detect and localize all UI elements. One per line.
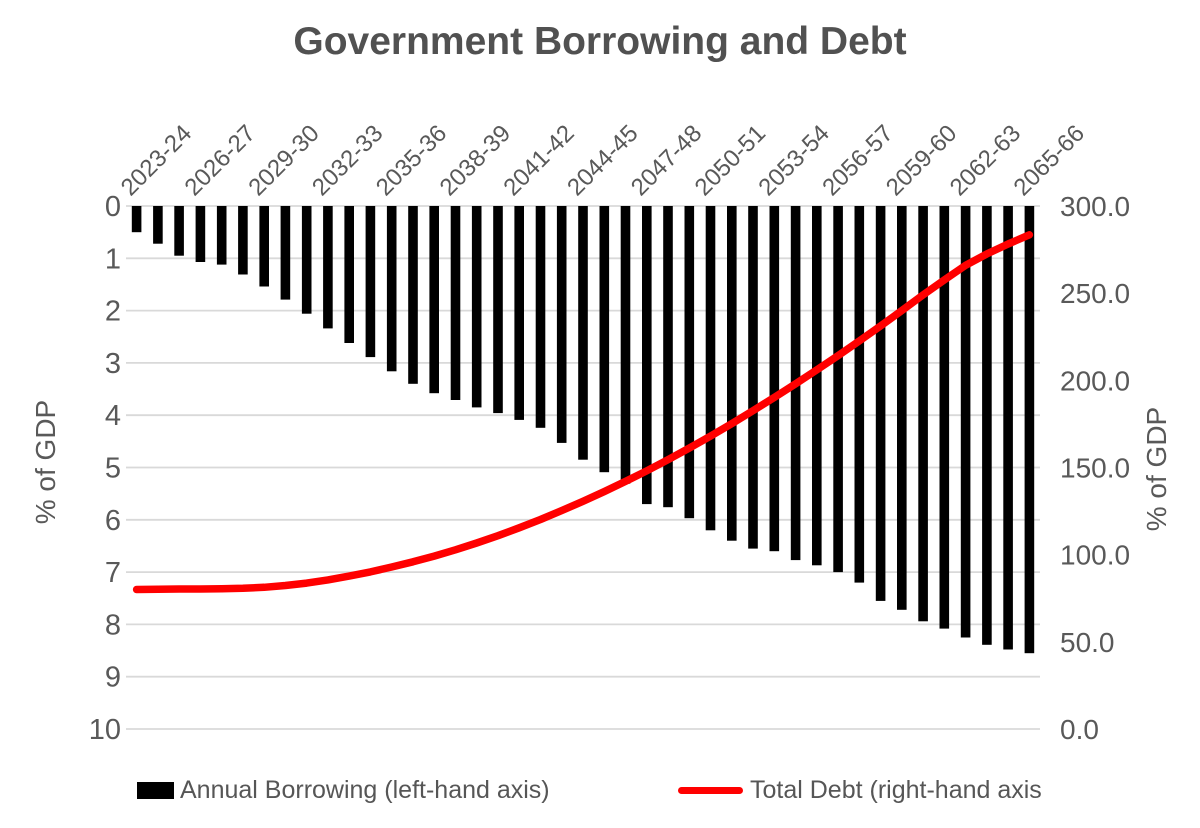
right-axis-tick-label: 300.0 xyxy=(1060,191,1130,222)
x-axis-label-2065-66: 2065-66 xyxy=(1009,120,1090,201)
bar-2034-35 xyxy=(365,206,376,358)
bar-2031-32 xyxy=(301,206,312,314)
bar-2044-45 xyxy=(578,206,588,460)
bar-2025-26 xyxy=(174,206,184,256)
right-axis-tick-label: 200.0 xyxy=(1060,365,1130,396)
left-axis-tick-label: 1 xyxy=(105,243,121,275)
bar-2052-53 xyxy=(748,206,758,549)
bar-2024-25 xyxy=(153,206,163,244)
chart-title: Government Borrowing and Debt xyxy=(293,20,907,63)
bar-2033-34 xyxy=(344,206,354,343)
bar-2064-65 xyxy=(1003,206,1013,650)
bar-2060-61 xyxy=(918,206,928,622)
bar-2037-38 xyxy=(429,206,439,394)
bar-2057-58 xyxy=(854,206,865,583)
bar-2040-41 xyxy=(493,206,503,414)
x-axis-label-2062-63: 2062-63 xyxy=(945,120,1026,201)
red-line-swatch-icon xyxy=(678,786,743,795)
x-axis-label-2032-33: 2032-33 xyxy=(307,120,388,201)
bar-2046-47 xyxy=(620,206,631,484)
right-axis-tick-label: 0.0 xyxy=(1060,714,1099,745)
bar-2049-50 xyxy=(684,206,695,519)
legend-label-total-debt: Total Debt (right-hand axis xyxy=(750,776,1042,804)
bar-2039-40 xyxy=(471,206,482,408)
bar-2041-42 xyxy=(514,206,524,420)
bar-2026-27 xyxy=(195,206,206,262)
x-axis-label-2056-57: 2056-57 xyxy=(817,120,898,201)
legend-item-total-debt: Total Debt (right-hand axis xyxy=(678,776,1042,805)
right-axis-tick-label: 100.0 xyxy=(1060,540,1130,571)
x-axis-label-2026-27: 2026-27 xyxy=(180,120,261,201)
left-axis-title: % of GDP xyxy=(30,399,61,525)
x-axis-label-2047-48: 2047-48 xyxy=(626,120,707,201)
left-axis-tick-label: 9 xyxy=(105,662,121,694)
right-axis-title: % of GDP xyxy=(1141,406,1172,532)
x-axis-label-2044-45: 2044-45 xyxy=(562,120,643,201)
bar-2027-28 xyxy=(216,206,227,265)
bar-2036-37 xyxy=(408,206,418,384)
right-axis-tick-label: 50.0 xyxy=(1060,627,1115,658)
bar-2059-60 xyxy=(897,206,907,610)
bar-2029-30 xyxy=(259,206,269,287)
legend-item-annual-borrowing: Annual Borrowing (left-hand axis) xyxy=(137,776,550,805)
bar-2035-36 xyxy=(386,206,397,372)
left-axis-tick-label: 6 xyxy=(105,505,121,537)
bar-2053-54 xyxy=(769,206,780,552)
bar-2051-52 xyxy=(727,206,737,541)
black-bar-swatch-icon xyxy=(137,782,174,799)
left-axis-tick-label: 7 xyxy=(105,557,121,589)
bar-2038-39 xyxy=(450,206,461,400)
x-axis-label-2041-42: 2041-42 xyxy=(498,120,579,201)
left-axis-tick-label: 2 xyxy=(105,296,121,328)
x-axis-label-2059-60: 2059-60 xyxy=(881,120,962,201)
bar-2032-33 xyxy=(323,206,333,329)
bar-2065-66 xyxy=(1024,206,1035,654)
right-axis-tick-label: 250.0 xyxy=(1060,278,1130,309)
bar-2063-64 xyxy=(982,206,992,645)
bar-2055-56 xyxy=(812,206,822,566)
total-debt-line xyxy=(132,231,1034,594)
left-axis-tick-label: 0 xyxy=(105,191,121,223)
legend-label-annual-borrowing: Annual Borrowing (left-hand axis) xyxy=(180,776,550,804)
x-axis-label-2050-51: 2050-51 xyxy=(690,120,771,201)
left-axis-tick-label: 8 xyxy=(105,609,121,641)
left-axis-tick-label: 10 xyxy=(89,714,121,746)
x-axis-label-2053-54: 2053-54 xyxy=(753,120,834,201)
right-axis-tick-label: 150.0 xyxy=(1060,453,1130,484)
bar-2023-24 xyxy=(131,206,142,233)
bar-2058-59 xyxy=(875,206,886,601)
left-axis-tick-label: 3 xyxy=(105,348,121,380)
bar-2030-31 xyxy=(280,206,291,300)
x-axis-label-2023-24: 2023-24 xyxy=(116,120,197,201)
bar-2042-43 xyxy=(535,206,546,428)
bar-2028-29 xyxy=(238,206,248,275)
x-axis-label-2029-30: 2029-30 xyxy=(243,120,324,201)
bar-2047-48 xyxy=(642,206,652,505)
bar-2061-62 xyxy=(939,206,950,629)
x-axis-label-2035-36: 2035-36 xyxy=(371,120,452,201)
bar-2050-51 xyxy=(705,206,716,531)
left-axis-tick-label: 5 xyxy=(105,453,121,485)
bar-2045-46 xyxy=(599,206,610,473)
bar-2062-63 xyxy=(960,206,971,638)
bar-2048-49 xyxy=(663,206,673,508)
left-axis-tick-label: 4 xyxy=(105,400,121,432)
bar-2043-44 xyxy=(556,206,567,443)
bar-2056-57 xyxy=(833,206,843,573)
x-axis-label-2038-39: 2038-39 xyxy=(435,120,516,201)
